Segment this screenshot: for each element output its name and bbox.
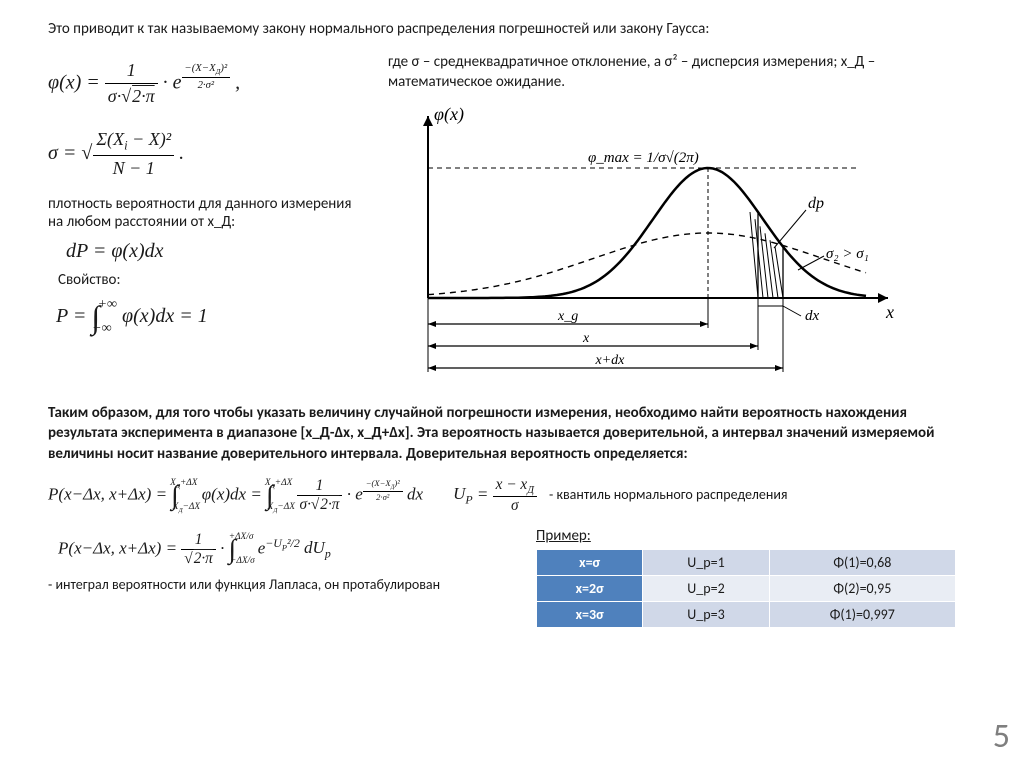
formula-sigma: σ = √Σ(Xi − X)²N − 1 .: [48, 127, 368, 181]
table-cell: U_p=1: [643, 549, 769, 575]
gaussian-diagram: φ(x)xφ_max = 1/σ√(2π)dpσ₂ > σ₁dxx_gxx+dx: [388, 98, 908, 388]
formula-phi: φ(x) = 1σ·√2·π · e−(X−XД)²2·σ² ,: [48, 58, 368, 109]
page-number: 5: [993, 716, 1010, 757]
formula-p-integral: P = ∫−∞+∞ φ(x)dx = 1: [56, 295, 368, 340]
quantile-caption: - квантиль нормального распределения: [549, 486, 788, 504]
svg-text:φ_max = 1/σ√(2π): φ_max = 1/σ√(2π): [588, 150, 699, 166]
svg-text:dx: dx: [805, 308, 820, 324]
where-text: где σ – среднеквадратичное отклонение, а…: [388, 52, 976, 93]
table-cell: x=2σ: [537, 575, 643, 601]
svg-text:dp: dp: [808, 195, 824, 212]
example-table: x=σU_p=1Φ(1)=0,68 x=2σU_p=2Φ(2)=0,95 x=3σU…: [536, 549, 956, 628]
svg-text:x+dx: x+dx: [595, 353, 626, 368]
formula-dp: dP = φ(x)dx: [66, 237, 368, 265]
svg-text:φ(x): φ(x): [434, 104, 464, 125]
density-label: плотность вероятности для данного измере…: [48, 195, 368, 231]
formula-up: UP = x − xДσ: [453, 476, 537, 515]
property-label: Свойство:: [58, 271, 368, 289]
table-cell: x=σ: [537, 549, 643, 575]
svg-text:x: x: [885, 302, 894, 322]
svg-text:x: x: [582, 331, 590, 346]
body-text: Таким образом, для того чтобы указать ве…: [48, 403, 976, 464]
table-cell: U_p=2: [643, 575, 769, 601]
table-cell: Φ(1)=0,997: [769, 601, 955, 627]
table-cell: U_p=3: [643, 601, 769, 627]
intro-text: Это приводит к так называемому закону но…: [48, 20, 976, 40]
example-label: Пример:: [536, 527, 976, 545]
laplace-caption: - интеграл вероятности или функция Лапла…: [48, 576, 512, 594]
formula-pxx: P(x−Δx, x+Δx) = ∫XД−ΔXXД+ΔX φ(x)dx = ∫XД…: [48, 477, 423, 514]
formula-pxx2: P(x−Δx, x+Δx) = 1√2·π · ∫−ΔX/σ+ΔX/σ e−UP…: [58, 531, 512, 568]
table-cell: x=3σ: [537, 601, 643, 627]
svg-text:x_g: x_g: [557, 309, 578, 324]
table-cell: Φ(2)=0,95: [769, 575, 955, 601]
svg-text:σ₂ > σ₁: σ₂ > σ₁: [826, 246, 869, 262]
table-cell: Φ(1)=0,68: [769, 549, 955, 575]
